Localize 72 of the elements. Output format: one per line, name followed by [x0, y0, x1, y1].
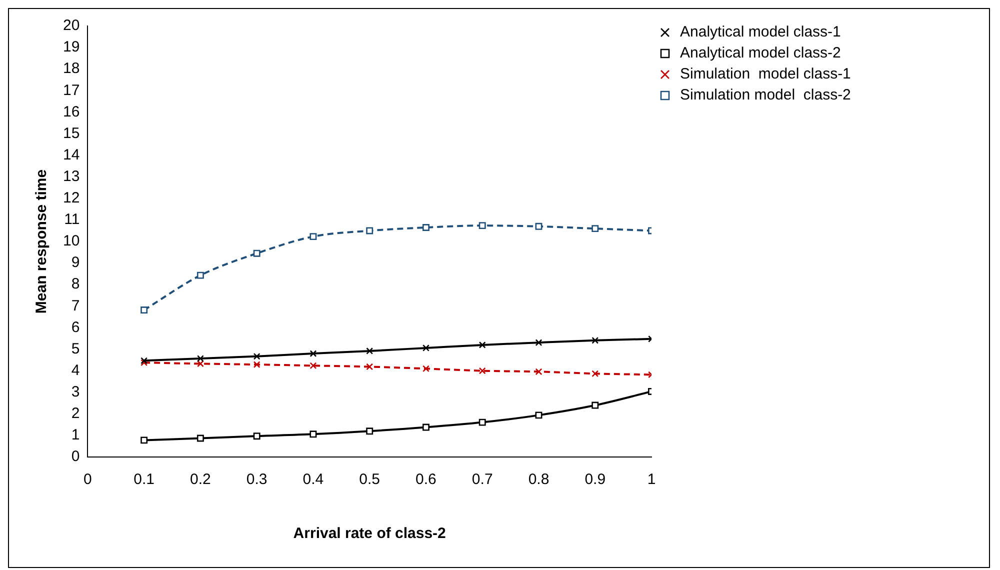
y-tick-label: 12 — [62, 190, 80, 207]
point — [196, 360, 204, 368]
point — [140, 306, 148, 314]
y-tick-label: 16 — [62, 103, 80, 120]
point — [140, 436, 148, 444]
point — [253, 432, 260, 440]
point — [310, 233, 317, 240]
x-tick-label: 0.2 — [190, 471, 211, 488]
y-tick-label: 17 — [62, 82, 80, 99]
point — [535, 222, 542, 230]
x-tick-label: 0.1 — [134, 471, 154, 488]
y-tick-label: 15 — [62, 124, 80, 142]
point — [592, 336, 599, 344]
point — [310, 430, 317, 438]
point — [478, 367, 486, 374]
point — [253, 361, 260, 368]
legend-label: Simulation model class-2 — [680, 86, 851, 104]
point — [535, 412, 542, 419]
y-tick-label: 11 — [64, 211, 80, 228]
point — [366, 227, 374, 234]
y-tick-label: 7 — [71, 297, 80, 314]
y-tick-label: 14 — [62, 146, 80, 164]
x-tick-label: 0.8 — [528, 471, 550, 488]
point — [592, 402, 599, 409]
legend-label: Analytical model class-1 — [680, 24, 841, 41]
legend-label: Analytical model class-2 — [680, 44, 841, 62]
point — [196, 272, 204, 279]
point — [478, 222, 486, 230]
point — [196, 434, 204, 442]
y-tick-label: 3 — [71, 383, 80, 400]
point — [366, 347, 374, 354]
y-tick-label: 0 — [71, 448, 80, 466]
point — [422, 424, 430, 431]
point — [422, 224, 430, 231]
y-tick-label: 9 — [71, 254, 80, 272]
point — [310, 350, 317, 358]
y-tick-label: 10 — [62, 232, 80, 250]
point — [422, 344, 430, 352]
y-tick-label: 6 — [71, 318, 80, 336]
point — [253, 352, 260, 360]
x-tick-label: 0.3 — [246, 471, 268, 488]
y-tick-label: 20 — [62, 17, 80, 34]
x-tick-label: 0.4 — [302, 471, 324, 488]
y-tick-label: 5 — [71, 340, 80, 358]
point — [253, 250, 260, 257]
y-tick-label: 4 — [71, 362, 80, 379]
y-tick-label: 2 — [71, 405, 80, 422]
legend-label: Simulation model class-1 — [680, 66, 851, 83]
point — [535, 339, 542, 346]
point — [366, 428, 374, 435]
y-tick-label: 1 — [71, 426, 80, 444]
point — [422, 365, 430, 372]
point — [196, 355, 204, 362]
y-tick-label: 13 — [62, 168, 80, 185]
x-tick-label: 1 — [647, 471, 656, 488]
x-tick-label: 0.9 — [584, 471, 606, 488]
point — [366, 363, 374, 370]
y-tick-label: 19 — [62, 38, 80, 56]
point — [535, 368, 542, 376]
x-tick-label: 0.6 — [416, 471, 436, 488]
point — [478, 418, 486, 426]
point — [592, 225, 599, 232]
y-tick-label: 18 — [62, 60, 80, 78]
x-tick-label: 0 — [84, 471, 92, 488]
point — [592, 370, 599, 378]
y-tick-label: 8 — [71, 276, 80, 293]
x-tick-label: 0.5 — [359, 471, 380, 488]
y-axis-title: Mean response time — [33, 169, 50, 314]
x-tick-label: 0.7 — [472, 471, 493, 488]
x-axis-title: Arrival rate of class-2 — [293, 525, 446, 542]
point — [310, 362, 317, 370]
point — [478, 341, 486, 348]
